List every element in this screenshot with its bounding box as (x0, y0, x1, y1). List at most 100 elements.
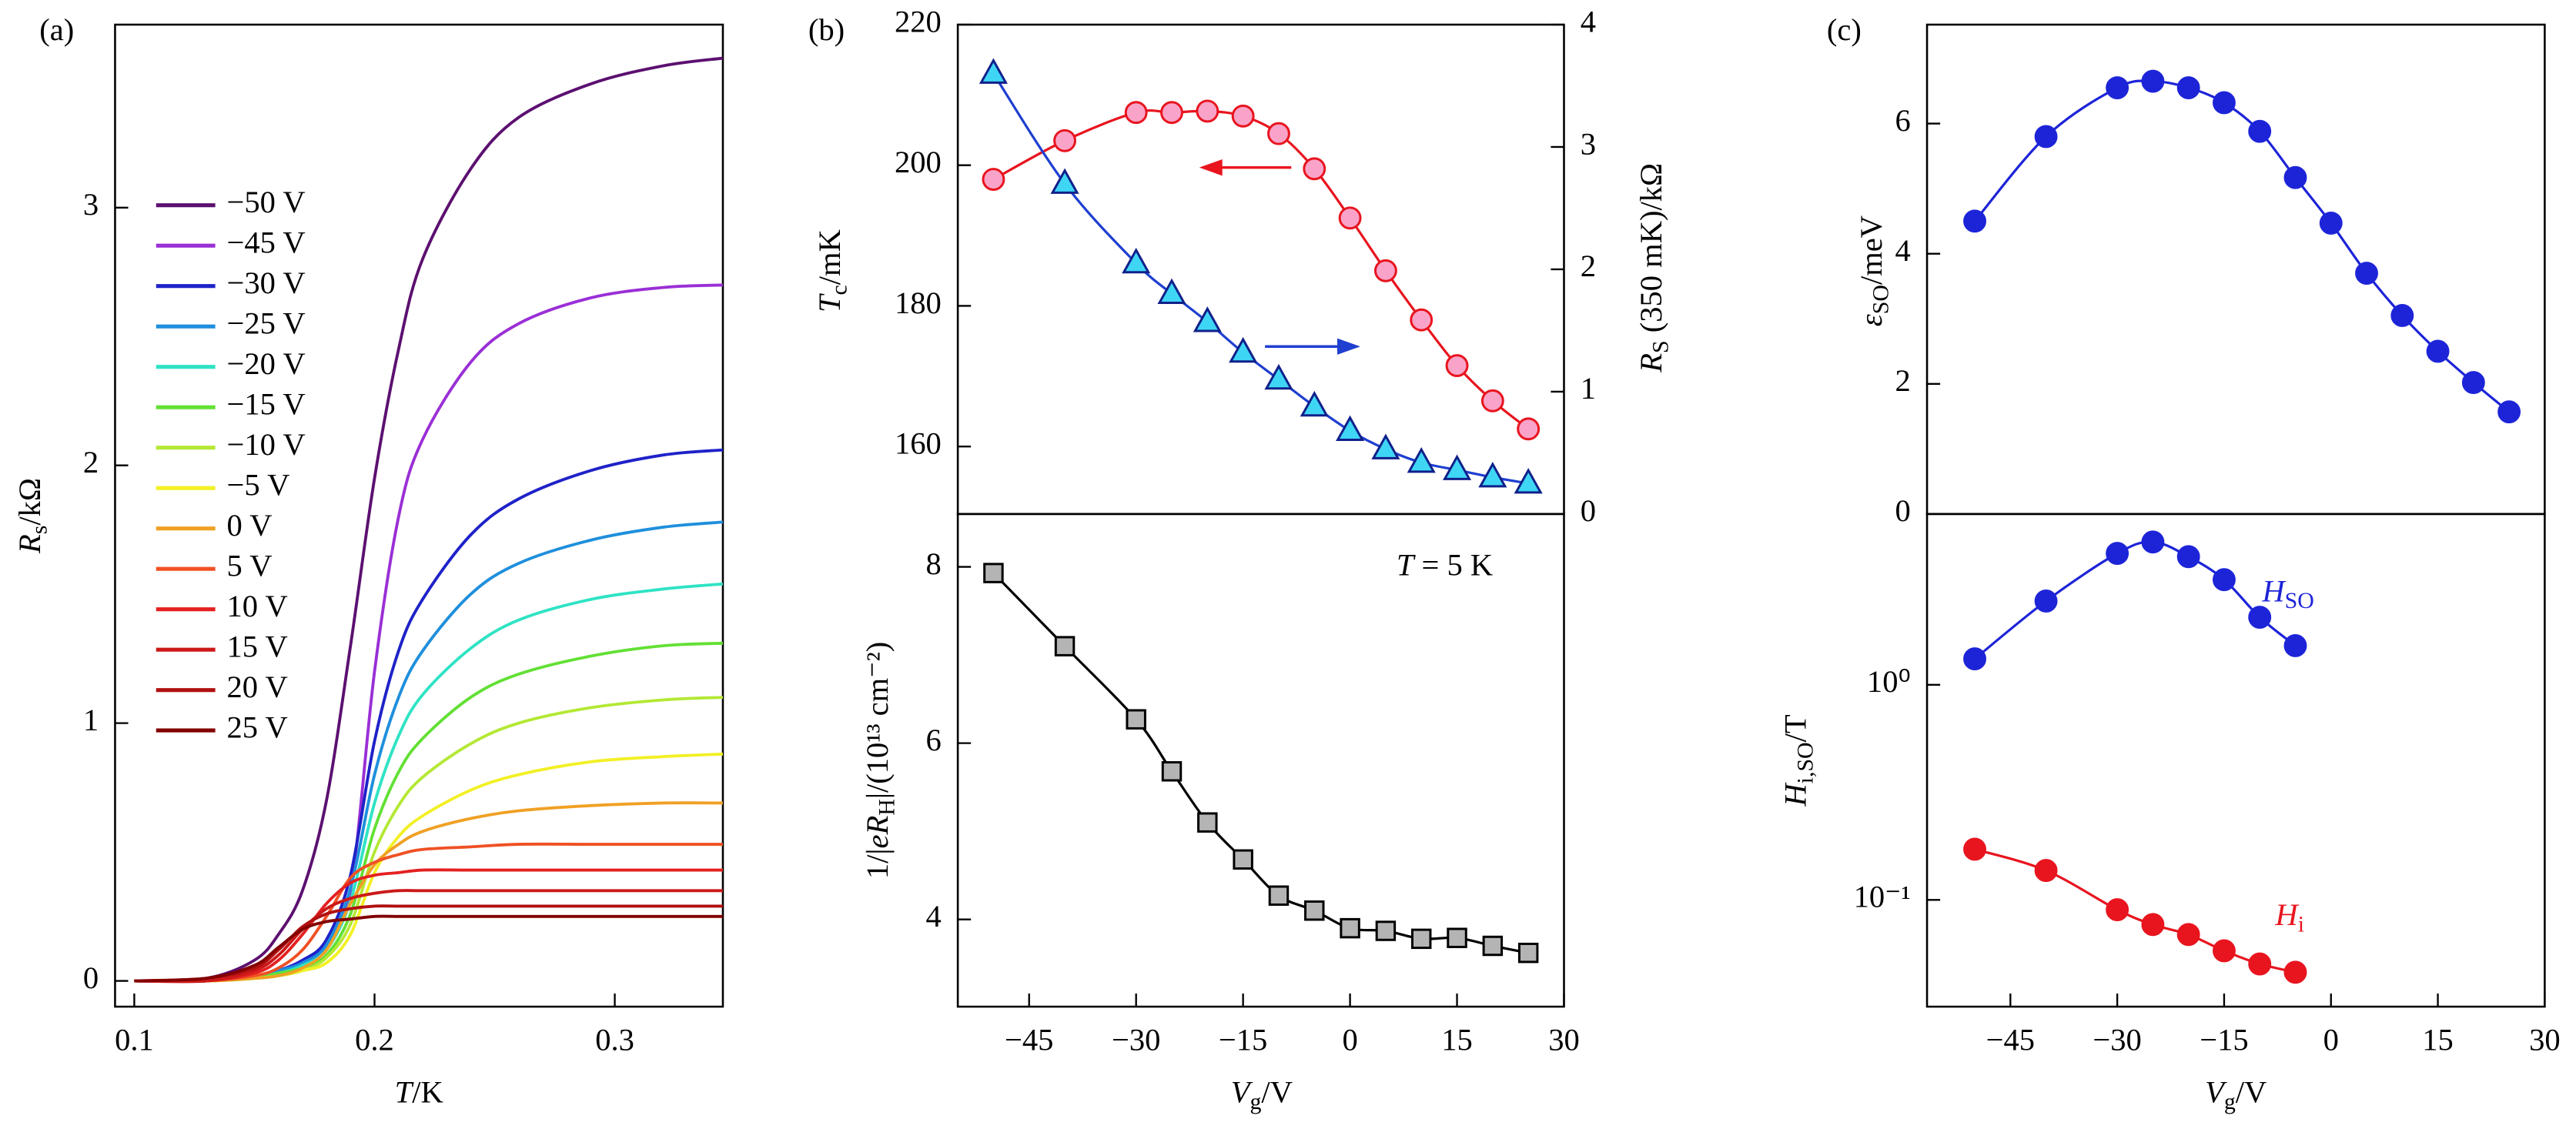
y2-tick-label: 2 (1581, 249, 1596, 283)
label-part: S (1648, 340, 1673, 353)
x-tick-label: 15 (1441, 1022, 1473, 1057)
data-point (2106, 898, 2129, 922)
y-axis-label: Tc/mK (812, 229, 851, 312)
y2-tick-label: 0 (1581, 493, 1596, 528)
arrow-head (1199, 159, 1223, 176)
data-point (2213, 939, 2236, 963)
label-part: V (1231, 1075, 1253, 1110)
data-point (1160, 101, 1183, 125)
data-point (1514, 467, 1543, 494)
plot-frame (114, 23, 724, 1008)
y-tick-label: 6 (1895, 103, 1910, 138)
y-tick-label: 4 (925, 899, 941, 934)
y-tick-label: 0 (83, 960, 99, 995)
data-point (1267, 122, 1290, 145)
x-axis-label: Vg/V (2205, 1075, 2267, 1114)
panel-label: (a) (39, 12, 74, 47)
label-part: H (2261, 574, 2287, 609)
data-point (1517, 417, 1541, 441)
x-tick-label: 15 (2422, 1022, 2454, 1057)
data-point (983, 563, 1004, 583)
label-part: i (2298, 911, 2304, 937)
y-tick-label: 220 (895, 4, 942, 38)
data-point (2283, 634, 2307, 657)
series-line (1973, 79, 2511, 413)
label-part: T (395, 1075, 414, 1110)
data-point (1480, 389, 1504, 413)
data-point (1157, 278, 1186, 304)
data-point (1517, 942, 1539, 964)
data-point (2141, 913, 2165, 937)
label-part: H (1778, 782, 1813, 807)
data-point (2461, 371, 2485, 395)
label-part: T (1397, 548, 1416, 583)
y2-axis-label: RS (350 mK)/kΩ (1634, 163, 1673, 373)
y-axis-label: Hi,SO/T (1778, 714, 1818, 807)
legend-label: −10 V (227, 427, 306, 462)
data-point (2213, 568, 2236, 592)
y-tick-label: 160 (895, 426, 942, 460)
legend-label: −15 V (227, 386, 306, 421)
legend-label: −25 V (227, 306, 306, 340)
data-point (1196, 99, 1219, 123)
x-tick-label: −15 (2200, 1022, 2248, 1057)
y-axis-label: 1/|eRH|/(10¹³ cm⁻²) (860, 642, 899, 879)
arrow-head (1337, 338, 1360, 355)
data-point (2426, 339, 2450, 363)
data-point (1338, 206, 1362, 230)
data-point (1340, 917, 1360, 939)
legend-label: 5 V (227, 548, 273, 583)
data-point (1300, 390, 1329, 417)
data-point (1233, 849, 1253, 870)
y-tick-label: 200 (895, 145, 942, 179)
legend-label: −5 V (227, 467, 290, 502)
data-point (2106, 76, 2129, 99)
data-point (2034, 125, 2058, 149)
label-part: = 5 K (1413, 548, 1493, 583)
x-tick-label: −30 (1112, 1022, 1160, 1057)
data-point (2034, 590, 2058, 613)
series-line (134, 904, 723, 983)
x-tick-label: 30 (2529, 1022, 2561, 1057)
label-part: /V (1261, 1075, 1293, 1110)
y-tick-label: 1 (83, 703, 99, 737)
legend-label: −50 V (227, 185, 306, 219)
data-point (2176, 545, 2200, 569)
data-point (1375, 920, 1397, 941)
legend-label: 0 V (227, 508, 273, 543)
data-point (1197, 812, 1218, 833)
data-point (2176, 76, 2200, 99)
y-tick-label: 180 (895, 286, 942, 320)
data-point (1410, 308, 1434, 332)
y-tick-label: 3 (83, 187, 99, 222)
data-point (979, 58, 1008, 84)
data-point (1303, 157, 1326, 181)
label-part: g (1250, 1089, 1262, 1114)
label-part: c (826, 285, 851, 295)
legend-label: −45 V (227, 225, 306, 260)
data-point (1126, 709, 1146, 730)
series-line (134, 868, 723, 984)
label-part: /K (412, 1075, 443, 1110)
label-part: SO (2285, 588, 2314, 613)
y-axis-label: Rs/kΩ (12, 478, 52, 554)
x-tick-label: −45 (1005, 1022, 1053, 1057)
data-point (1124, 101, 1148, 125)
y-tick-label: 2 (83, 445, 99, 479)
data-point (1478, 462, 1507, 488)
annotation: HSO (2261, 574, 2313, 613)
data-point (2355, 262, 2378, 285)
legend-label: −20 V (227, 346, 306, 381)
x-tick-label: 0 (1342, 1022, 1357, 1057)
label-part: eR (860, 816, 895, 849)
annotation: Hi (2274, 897, 2304, 937)
y2-tick-label: 1 (1581, 371, 1596, 406)
data-point (1963, 837, 1986, 861)
label-part: s (26, 526, 52, 535)
data-point (2106, 542, 2129, 566)
y-axis-label: εSO/meV (1854, 215, 1893, 326)
legend-label: 25 V (227, 710, 288, 744)
label-part: /meV (1854, 215, 1889, 285)
